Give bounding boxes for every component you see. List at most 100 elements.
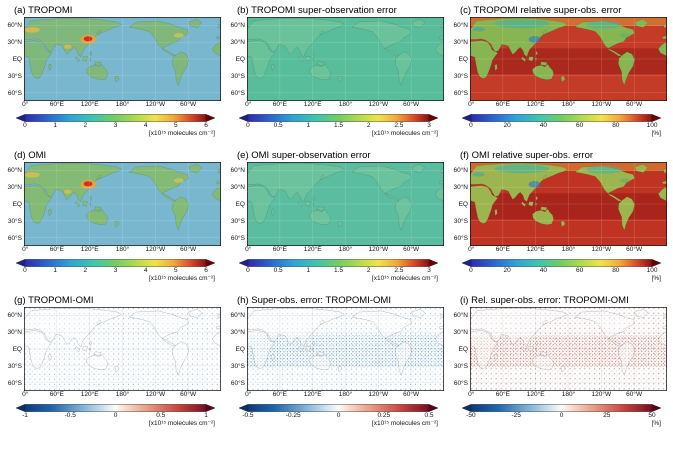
x-axis-label: 60°W: [403, 246, 420, 253]
colorbar-tick-label: -0.25: [285, 412, 301, 419]
colorbar-block: 0 20 40 60 80 100 [%]: [462, 114, 661, 138]
x-axis-label: 120°W: [145, 246, 166, 253]
colorbar-left-arrow: [462, 259, 472, 267]
x-axis-label: 180°: [115, 391, 130, 398]
y-axis: 60°N 30°N EQ 30°S 60°S: [6, 17, 24, 101]
colorbar-left-arrow: [16, 114, 26, 122]
y-axis-label: 60°S: [230, 234, 245, 242]
y-axis-label: EQ: [12, 201, 22, 208]
x-axis-label: 60°W: [403, 101, 420, 108]
map-frame: [470, 17, 666, 100]
x-axis: 0° 60°E 120°E 180° 120°W 60°W: [468, 246, 667, 255]
x-axis-label: 120°E: [526, 101, 545, 108]
colorbar-tick-label: 40: [539, 122, 548, 129]
x-axis-label: 120°E: [303, 246, 322, 253]
panel-title: (i) Rel. super-obs. error: TROPOMI-OMI: [460, 295, 629, 306]
y-axis-label: 60°N: [7, 22, 22, 30]
x-axis-label: 180°: [561, 101, 576, 108]
x-axis-label: 120°W: [145, 391, 166, 398]
colorbar-left-arrow: [239, 114, 249, 122]
x-axis-label: 0°: [245, 246, 252, 253]
x-axis-label: 60°E: [49, 101, 64, 108]
colorbar-block: 0 0.5 1 1.5 2 2.5 3 [x10¹⁵ molecules cm⁻²]: [239, 259, 438, 283]
colorbar-right-arrow: [428, 404, 438, 412]
colorbar-gradient: [24, 259, 207, 267]
y-axis-label: EQ: [458, 201, 468, 208]
world-map: [247, 162, 444, 246]
world-map: [247, 307, 444, 391]
map-frame: [247, 307, 443, 390]
x-axis-label: 0°: [468, 246, 475, 253]
y-axis-label: 60°N: [230, 167, 245, 175]
x-axis: 0° 60°E 120°E 180° 120°W 60°W: [22, 101, 221, 110]
panel-d: (d) OMI 60°N 30°N EQ 30°S 60°S 0° 60°E 120°E 180°…: [6, 150, 221, 283]
y-axis-label: EQ: [458, 56, 468, 63]
colorbar-tick-label: 2: [83, 267, 88, 274]
colorbar-tick-label: 100: [646, 267, 658, 274]
colorbar-tick-label: 1: [306, 122, 311, 129]
x-axis-label: 60°W: [403, 391, 420, 398]
x-axis-label: 60°E: [272, 246, 287, 253]
x-axis: 0° 60°E 120°E 180° 120°W 60°W: [245, 101, 444, 110]
x-axis-label: 120°E: [80, 246, 99, 253]
y-axis-label: 60°S: [7, 379, 22, 387]
x-axis-label: 120°E: [526, 246, 545, 253]
y-axis: 60°N 30°N EQ 30°S 60°S: [6, 162, 24, 246]
y-axis-label: 60°S: [7, 89, 22, 97]
colorbar-block: -1 -0.5 0 0.5 1 [x10¹⁵ molecules cm⁻²]: [16, 404, 215, 428]
colorbar-left-arrow: [239, 259, 249, 267]
y-axis-label: 60°N: [7, 167, 22, 175]
x-axis-label: 0°: [245, 391, 252, 398]
x-axis: 0° 60°E 120°E 180° 120°W 60°W: [245, 246, 444, 255]
colorbar-right-arrow: [651, 404, 661, 412]
y-axis: 60°N 30°N EQ 30°S 60°S: [452, 162, 470, 246]
colorbar-tick-label: -1: [22, 412, 28, 419]
world-map: [470, 307, 667, 391]
colorbar-tick-label: 5: [174, 267, 178, 274]
colorbar-block: 0 1 2 3 4 5 6 [x10¹⁵ molecules cm⁻²]: [16, 259, 215, 283]
colorbar-block: 0 0.5 1 1.5 2 2.5 3 [x10¹⁵ molecules cm⁻²]: [239, 114, 438, 138]
x-axis-label: 0°: [245, 101, 252, 108]
x-axis-label: 180°: [115, 101, 130, 108]
x-axis-label: 0°: [22, 246, 29, 253]
y-axis-label: 30°N: [7, 39, 22, 47]
colorbar-tick-label: 5: [174, 122, 178, 129]
colorbar-left-arrow: [462, 114, 472, 122]
x-axis-label: 60°W: [626, 101, 643, 108]
colorbar-ticks: 0 20 40 60 80 100: [462, 267, 661, 275]
colorbar-tick-label: -0.5: [242, 412, 254, 419]
map-frame: [24, 17, 220, 100]
y-axis-label: 30°S: [453, 362, 468, 370]
x-axis-label: 60°W: [180, 391, 197, 398]
colorbar-tick-label: 4: [143, 122, 148, 129]
colorbar-gradient: [470, 404, 653, 412]
map-frame: [247, 17, 443, 100]
colorbar: [462, 114, 661, 122]
y-axis-label: EQ: [235, 201, 245, 208]
x-axis-label: 120°W: [591, 101, 612, 108]
x-axis-label: 60°E: [49, 391, 64, 398]
y-axis-label: 30°N: [230, 184, 245, 192]
colorbar: [239, 404, 438, 412]
x-axis-label: 120°W: [368, 246, 389, 253]
colorbar-unit-label: [%]: [651, 420, 661, 427]
colorbar-tick-label: 2: [83, 122, 88, 129]
colorbar-right-arrow: [428, 259, 438, 267]
x-axis-label: 180°: [561, 391, 576, 398]
world-map: [24, 307, 221, 391]
colorbar-tick-label: 80: [612, 267, 620, 274]
colorbar-gradient: [24, 404, 207, 412]
y-axis-label: 30°N: [453, 39, 468, 47]
x-axis-label: 60°W: [180, 246, 197, 253]
colorbar-tick-label: 1: [53, 267, 57, 274]
panel-title: (a) TROPOMI: [14, 5, 73, 16]
y-axis-label: EQ: [458, 346, 468, 353]
y-axis-label: 30°N: [7, 184, 22, 192]
colorbar-right-arrow: [651, 259, 661, 267]
colorbar-ticks: 0 0.5 1 1.5 2 2.5 3: [239, 122, 438, 130]
colorbar-left-arrow: [462, 404, 472, 412]
colorbar-tick-label: 0: [469, 122, 473, 129]
colorbar-unit-label: [%]: [651, 275, 661, 282]
y-axis-label: 30°S: [230, 72, 245, 80]
x-axis-label: 180°: [338, 391, 353, 398]
